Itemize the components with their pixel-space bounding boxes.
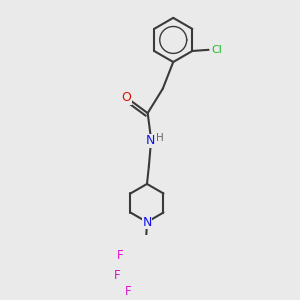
Text: N: N — [142, 215, 152, 229]
Text: H: H — [156, 133, 164, 143]
Text: F: F — [124, 284, 131, 298]
Text: F: F — [116, 248, 123, 262]
Text: F: F — [114, 269, 121, 282]
Text: N: N — [145, 134, 155, 148]
Text: O: O — [121, 91, 131, 104]
Text: Cl: Cl — [211, 45, 222, 55]
